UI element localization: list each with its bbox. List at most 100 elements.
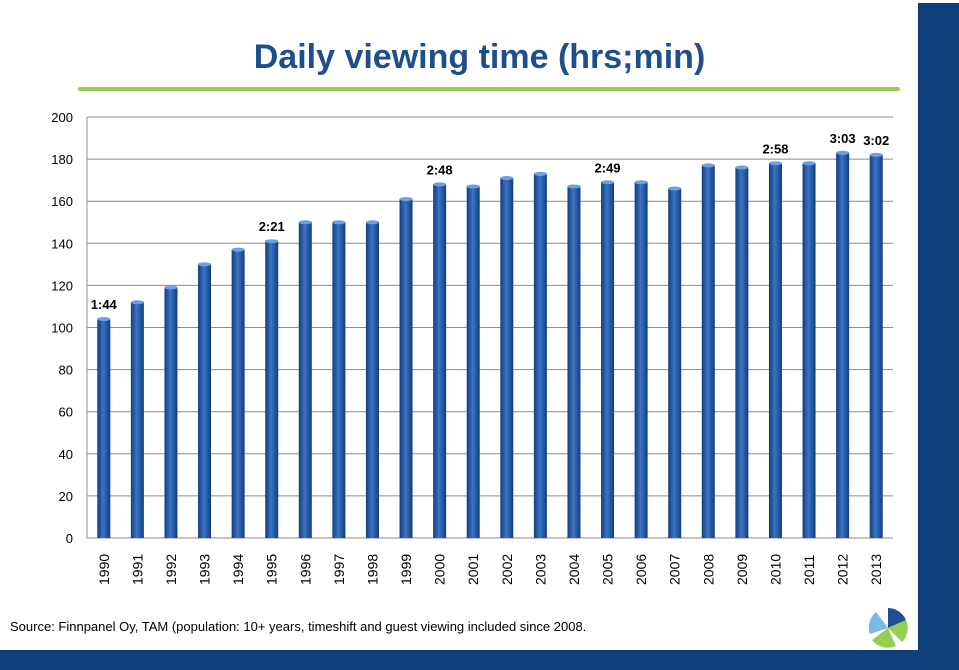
y-tick-label: 0 (66, 531, 73, 546)
data-label-2013: 3:02 (863, 133, 889, 148)
data-label-2012: 3:03 (830, 131, 856, 146)
x-tick-label: 2005 (600, 554, 616, 585)
bar-2007 (668, 188, 682, 538)
y-tick-label: 140 (51, 236, 73, 251)
bar-1991 (130, 302, 144, 538)
data-label-1995: 2:21 (259, 219, 285, 234)
x-tick-label: 2007 (667, 554, 683, 585)
bar-cap-1993 (198, 262, 212, 267)
x-tick-label: 2010 (767, 554, 783, 585)
x-tick-label: 2011 (801, 555, 817, 585)
bar-cap-2003 (533, 171, 547, 176)
y-tick-label: 100 (51, 321, 73, 336)
bar-2008 (701, 165, 715, 539)
bar-cap-1997 (332, 220, 346, 225)
x-tick-label: 2004 (566, 554, 582, 585)
bar-2010 (768, 163, 782, 538)
bar-cap-1999 (399, 197, 413, 202)
bar-cap-1991 (130, 300, 144, 305)
x-tick-label: 1993 (197, 554, 213, 585)
x-tick-label: 2008 (700, 554, 716, 585)
bar-cap-1994 (231, 247, 245, 252)
bar-1994 (231, 249, 245, 539)
x-tick-label: 2006 (633, 554, 649, 585)
bar-2012 (836, 152, 850, 538)
bar-1993 (198, 264, 212, 538)
bar-cap-2013 (869, 152, 883, 157)
data-label-2000: 2:48 (427, 162, 453, 177)
bar-cap-1992 (164, 285, 178, 290)
bar-cap-2010 (768, 161, 782, 166)
y-tick-label: 180 (51, 152, 73, 167)
pie-logo-icon (868, 608, 908, 648)
bar-cap-2008 (701, 163, 715, 168)
y-tick-label: 20 (59, 489, 73, 504)
x-tick-label: 1990 (96, 554, 112, 585)
bar-2009 (735, 167, 749, 538)
x-tick-label: 1991 (129, 554, 145, 585)
x-tick-label: 2001 (465, 554, 481, 585)
x-tick-label: 2012 (835, 554, 851, 585)
x-tick-label: 2009 (734, 554, 750, 585)
bar-2000 (433, 184, 447, 539)
bar-2013 (869, 154, 883, 538)
grid-layer (86, 116, 893, 539)
data-label-2010: 2:58 (762, 141, 788, 156)
x-tick-label: 1999 (398, 554, 414, 585)
bar-2004 (567, 186, 581, 538)
bar-cap-2006 (634, 180, 648, 185)
bar-cap-1990 (97, 317, 111, 322)
bar-cap-2000 (433, 182, 447, 187)
bar-2003 (533, 173, 547, 538)
x-tick-label: 2002 (499, 554, 515, 585)
x-tick-label: 1995 (264, 554, 280, 585)
data-label-2005: 2:49 (595, 160, 621, 175)
bar-cap-1995 (265, 239, 279, 244)
bar-cap-2004 (567, 184, 581, 189)
label-layer: 0 20 40 60 80 100 120 140 160 180 200 1990 1991 1992 1… (51, 110, 889, 585)
x-tick-label: 1998 (364, 554, 380, 585)
bar-cap-2005 (601, 180, 615, 185)
y-tick-label: 120 (51, 278, 73, 293)
y-tick-label: 160 (51, 194, 73, 209)
y-tick-label: 80 (59, 363, 73, 378)
bar-cap-2011 (802, 161, 816, 166)
x-tick-label: 2000 (432, 554, 448, 585)
bar-1995 (265, 241, 279, 538)
bar-cap-1998 (365, 220, 379, 225)
bar-1996 (298, 222, 312, 538)
data-label-1990: 1:44 (91, 297, 118, 312)
bar-2006 (634, 182, 648, 538)
y-tick-label: 60 (59, 405, 73, 420)
title-underline (78, 87, 900, 91)
source-note: Source: Finnpanel Oy, TAM (population: 1… (10, 619, 587, 634)
bar-1999 (399, 199, 413, 538)
x-tick-label: 2003 (532, 554, 548, 585)
bar-1990 (97, 319, 111, 538)
x-tick-label: 1997 (331, 554, 347, 585)
bar-cap-2002 (500, 176, 514, 181)
bar-layer (97, 150, 883, 539)
bar-1998 (365, 222, 379, 538)
bar-cap-2001 (466, 184, 480, 189)
y-tick-label: 200 (51, 110, 73, 125)
bar-cap-2007 (668, 186, 682, 191)
x-tick-label: 1992 (163, 554, 179, 585)
bar-1992 (164, 287, 178, 538)
x-tick-label: 2013 (868, 554, 884, 585)
x-tick-label: 1996 (297, 554, 313, 585)
right-decor-band (918, 3, 959, 670)
bar-2011 (802, 163, 816, 538)
bar-cap-1996 (298, 220, 312, 225)
bar-2002 (500, 178, 514, 539)
bar-chart: 0 20 40 60 80 100 120 140 160 180 200 1990 1991 1992 1… (51, 110, 893, 585)
bar-2005 (601, 182, 615, 538)
x-tick-label: 1994 (230, 554, 246, 585)
y-tick-label: 40 (59, 447, 73, 462)
chart-title: Daily viewing time (hrs;min) (253, 38, 706, 76)
bar-cap-2009 (735, 165, 749, 170)
bar-1997 (332, 222, 346, 538)
bar-2001 (466, 186, 480, 538)
bar-cap-2012 (836, 150, 850, 155)
bottom-decor-band (0, 650, 959, 670)
